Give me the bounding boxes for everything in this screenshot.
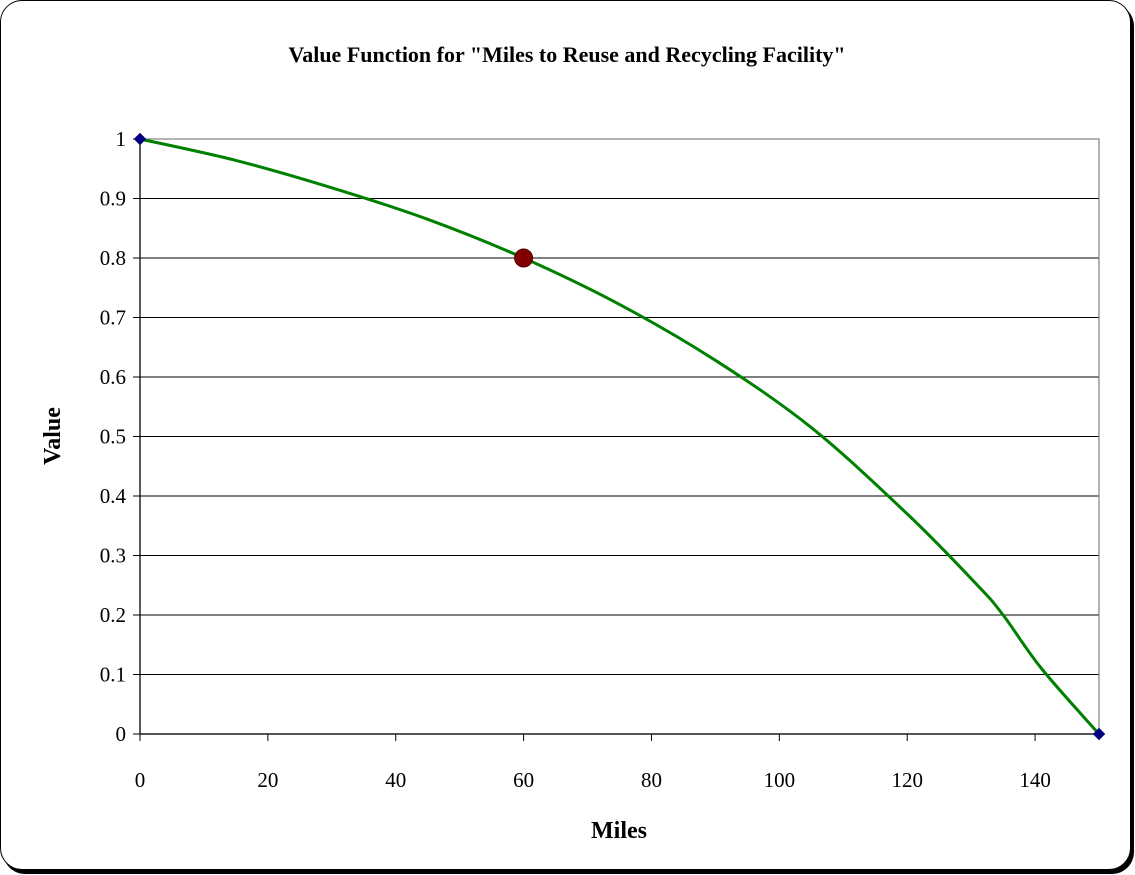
x-tick-label: 20 (257, 768, 278, 792)
y-axis-title: Value (40, 407, 66, 465)
x-axis-title: Miles (591, 818, 647, 844)
endpoint-diamond-marker (1092, 727, 1106, 741)
x-tick-label: 140 (1019, 768, 1051, 792)
x-tick-label: 40 (385, 768, 406, 792)
x-tick-label: 0 (135, 768, 146, 792)
highlight-point-marker (514, 248, 534, 268)
y-tick-label: 0.5 (100, 425, 126, 449)
x-tick-label: 120 (891, 768, 923, 792)
y-tick-label: 0.3 (100, 544, 126, 568)
gridlines (140, 138, 1099, 675)
x-tick-labels: 0 20 40 60 80 100 120 140 (135, 768, 1051, 792)
y-tick-label: 0.4 (100, 484, 127, 508)
x-tick-label: 100 (764, 768, 796, 792)
series-layer (133, 132, 1106, 741)
y-tick-label: 0.1 (100, 663, 126, 687)
y-tick-label: 0.7 (100, 306, 126, 330)
y-tick-label: 0.6 (100, 365, 126, 389)
y-tick-label: 0 (116, 722, 127, 746)
y-tick-label: 1 (116, 127, 127, 151)
x-tick-label: 60 (513, 768, 534, 792)
y-tick-label: 0.9 (100, 187, 126, 211)
x-tick-label: 80 (641, 768, 662, 792)
y-tick-label: 0.8 (100, 246, 126, 270)
endpoint-diamond-marker (133, 132, 147, 146)
chart-title: Value Function for "Miles to Reuse and R… (288, 42, 845, 67)
axes (133, 138, 1099, 741)
value-curve (139, 137, 1101, 735)
y-tick-labels: 0 0.1 0.2 0.3 0.4 0.5 0.6 0.7 0.8 0.9 1 (100, 127, 127, 746)
y-tick-label: 0.2 (100, 603, 126, 627)
